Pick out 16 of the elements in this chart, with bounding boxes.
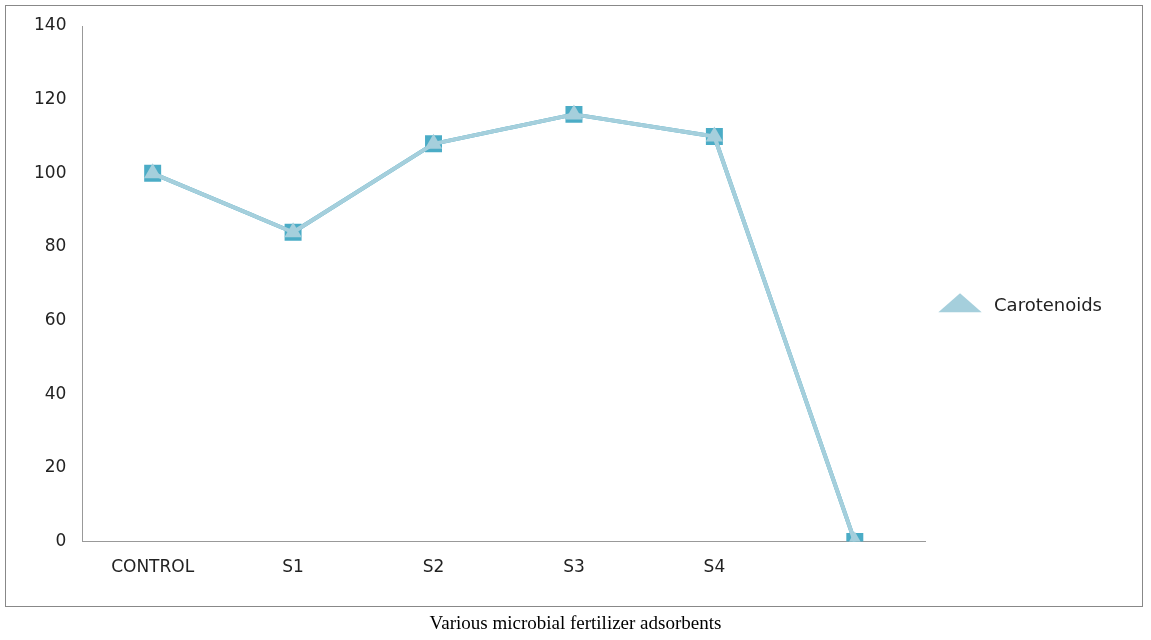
y-tick-label: 60 <box>44 309 67 330</box>
y-tick-label: 80 <box>44 235 67 256</box>
x-tick-label: S1 <box>282 556 304 577</box>
x-axis-title: Various microbial fertilizer adsorbents <box>428 612 723 634</box>
legend-label: Carotenoids <box>994 293 1103 315</box>
y-tick-label: 120 <box>33 88 67 109</box>
y-tick-label: 20 <box>44 456 67 477</box>
y-tick-label: 140 <box>33 14 67 35</box>
y-tick-label: 40 <box>44 382 67 403</box>
y-tick-label: 0 <box>55 530 67 551</box>
point <box>424 133 443 149</box>
x-tick-label: CONTROL <box>111 556 195 577</box>
y-tick-label: 100 <box>33 161 67 182</box>
x-tick-label: S4 <box>703 556 726 577</box>
x-tick-label: S3 <box>563 556 585 577</box>
x-tick-label: S2 <box>422 556 445 577</box>
